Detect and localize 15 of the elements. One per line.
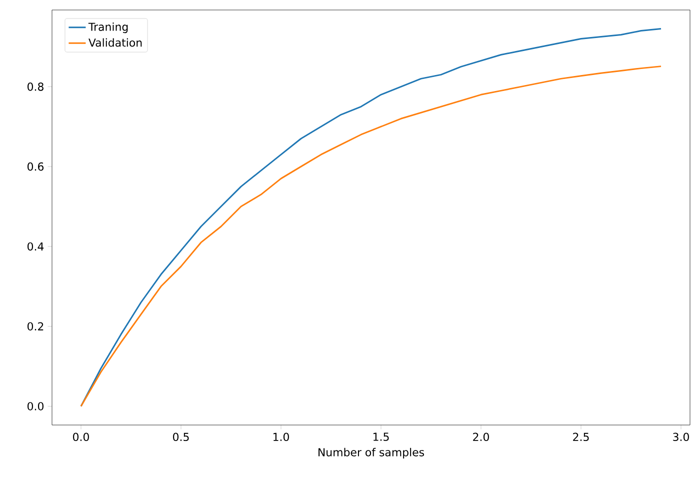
y-tick-label: 0.0 [28,402,44,410]
x-axis-title: Number of samples [318,448,424,459]
y-tick-label: 0.6 [28,162,44,171]
x-tick-label: 1.5 [373,432,389,441]
y-tick-label: 0.2 [28,322,44,330]
x-tick-label: 3.0 [673,432,689,442]
legend-label: Validation [88,38,142,47]
y-tick-label: 0.8 [28,82,44,91]
legend-label: Traning [88,22,128,34]
x-tick-label: 1.0 [273,432,289,442]
x-tick-label: 0.0 [73,432,89,442]
x-tick-label: 2.0 [473,432,489,442]
y-tick-label: 0.4 [28,242,44,251]
x-tick-label: 0.5 [173,432,189,442]
x-tick-label: 2.5 [573,432,589,442]
